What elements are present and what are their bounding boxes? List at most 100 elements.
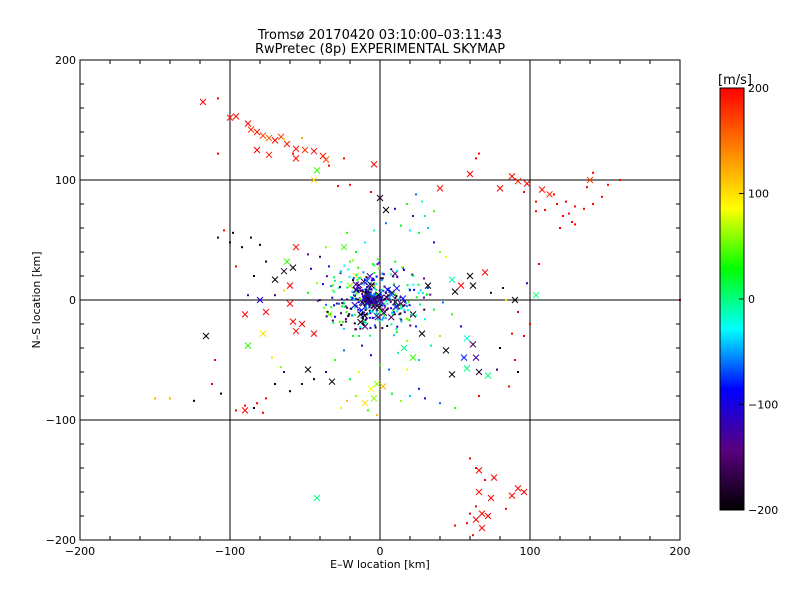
data-point-x-marker: [484, 372, 492, 379]
data-point-dot: [382, 302, 385, 305]
data-point-dot: [366, 288, 369, 291]
data-point-x-marker: [538, 186, 546, 193]
data-point-dot: [419, 303, 422, 306]
data-point-dot: [333, 290, 336, 293]
data-point-dot: [364, 306, 367, 309]
data-point-dot: [415, 296, 418, 299]
data-point-x-marker: [393, 284, 401, 292]
data-point-x-marker: [292, 327, 300, 335]
data-point-dot: [370, 310, 373, 313]
data-point-x-marker: [448, 276, 456, 283]
data-point-dot: [400, 318, 403, 321]
data-point-x-marker: [460, 354, 468, 361]
data-point-x-marker: [424, 282, 432, 289]
data-point-dot: [412, 215, 414, 217]
data-point-dot: [343, 349, 345, 352]
data-point-dot: [411, 273, 414, 276]
data-point-dot: [351, 296, 354, 299]
chart-title: Tromsø 20170420 03:10:00–03:11:43: [257, 28, 502, 43]
data-point-dot: [505, 299, 507, 301]
data-point-dot: [379, 307, 382, 310]
data-point-dot: [392, 334, 395, 337]
data-point-x-marker: [475, 488, 483, 496]
data-point-dot: [343, 157, 345, 160]
data-point-x-marker: [457, 282, 465, 289]
data-point-dot: [423, 308, 426, 311]
data-point-x-marker: [508, 492, 516, 499]
data-point-dot: [361, 292, 364, 295]
data-point-dot: [391, 313, 394, 316]
data-point-dot: [353, 322, 356, 325]
data-point-dot: [356, 298, 359, 301]
data-point-dot: [379, 309, 382, 312]
data-point-dot: [439, 402, 441, 405]
data-point-dot: [376, 414, 378, 417]
data-point-x-marker: [244, 120, 252, 127]
y-tick-label: 100: [55, 174, 76, 187]
data-point-x-marker: [265, 151, 273, 159]
data-point-dot: [372, 277, 375, 280]
data-point-dot: [523, 335, 525, 337]
data-point-dot: [214, 359, 216, 361]
data-point-dot: [403, 268, 406, 271]
data-point-dot: [362, 320, 365, 323]
data-point-x-marker: [286, 282, 294, 289]
data-point-dot: [352, 335, 354, 337]
data-point-dot: [405, 305, 408, 308]
data-point-dot: [310, 267, 312, 270]
data-point-dot: [383, 304, 386, 307]
data-point-dot: [346, 286, 349, 289]
data-point-dot: [390, 268, 393, 271]
data-point-dot: [460, 325, 462, 328]
data-point-dot: [439, 251, 441, 253]
data-point-dot: [386, 302, 389, 305]
data-point-dot: [332, 284, 335, 287]
data-point-dot: [337, 302, 340, 305]
data-point-dot: [354, 306, 357, 309]
data-point-x-marker: [496, 185, 504, 192]
data-point-x-marker: [514, 177, 522, 185]
data-point-dot: [478, 395, 480, 397]
data-point-x-marker: [286, 300, 294, 307]
data-point-dot: [340, 323, 343, 326]
data-point-dot: [371, 306, 374, 309]
data-point-x-marker: [265, 134, 273, 142]
data-point-dot: [403, 308, 406, 311]
data-point-dot: [412, 274, 415, 277]
data-point-dot: [351, 290, 354, 293]
data-point-x-marker: [520, 488, 528, 496]
data-point-dot: [362, 317, 365, 320]
data-point-dot: [430, 344, 432, 347]
data-point-dot: [256, 402, 258, 405]
data-point-dot: [362, 322, 365, 325]
data-point-dot: [351, 259, 354, 262]
data-point-dot: [345, 298, 348, 301]
data-point-dot: [359, 276, 362, 279]
data-point-dot: [373, 287, 376, 290]
data-point-dot: [396, 276, 399, 279]
data-point-dot: [354, 328, 357, 331]
data-point-dot: [369, 291, 372, 294]
data-point-dot: [378, 319, 381, 322]
data-point-x-marker: [358, 306, 366, 314]
data-point-dot: [383, 285, 386, 288]
data-point-dot: [357, 266, 360, 269]
data-point-dot: [325, 246, 327, 249]
data-point-x-marker: [366, 272, 374, 280]
data-point-dot: [390, 323, 393, 326]
data-point-dot: [193, 399, 195, 402]
x-tick-label: 200: [670, 545, 691, 558]
data-point-dot: [392, 309, 395, 312]
data-point-dot: [352, 277, 355, 280]
data-point-dot: [451, 313, 453, 316]
data-point-dot: [375, 282, 378, 285]
data-point-dot: [380, 279, 383, 282]
data-point-dot: [355, 273, 358, 276]
data-point-x-marker: [310, 147, 318, 155]
data-point-dot: [559, 227, 561, 229]
data-point-dot: [399, 296, 402, 299]
data-point-dot: [319, 255, 321, 258]
data-point-dot: [406, 203, 408, 205]
data-point-x-marker: [253, 128, 261, 136]
data-point-dot: [356, 291, 359, 294]
